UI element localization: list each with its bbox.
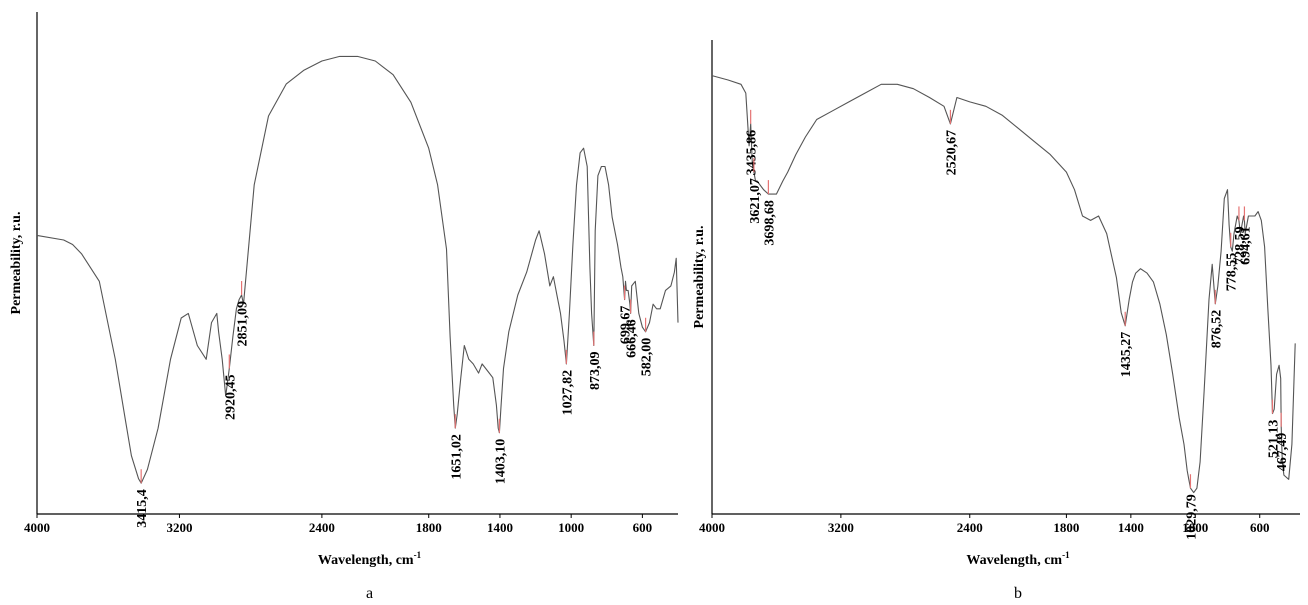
x-tick-label: 600 <box>1250 520 1270 535</box>
x-tick-label: 2400 <box>309 520 335 535</box>
y-axis-title: Permeability, r.u. <box>9 212 24 315</box>
spectrum-line <box>711 75 1296 494</box>
x-tick-label: 1800 <box>416 520 442 535</box>
peak-label: 876,52 <box>1209 310 1224 349</box>
x-tick-label: 1000 <box>558 520 584 535</box>
peak-label: 3621,07 <box>748 178 763 224</box>
peak-label: 2851,09 <box>236 301 251 347</box>
panel-b-spectrum: 4000 3200 2400 1800 1400 1000 600 3435,86 3621,0… <box>692 40 1300 602</box>
x-tick-label: 3200 <box>166 520 192 535</box>
peak-label: 694,61 <box>1238 226 1253 265</box>
x-tick-label: 1000 <box>1182 520 1208 535</box>
x-tick-label: 1800 <box>1053 520 1079 535</box>
peak-label: 1651,02 <box>449 434 464 480</box>
peak-label: 1435,27 <box>1119 332 1134 378</box>
peak-label: 1029,79 <box>1185 494 1200 540</box>
peak-label: 1027,82 <box>560 370 575 416</box>
x-tick-label: 2400 <box>957 520 983 535</box>
peak-label: 3435,86 <box>745 130 760 176</box>
peak-label: 2520,67 <box>944 130 959 176</box>
peak-label: 699,67 <box>619 306 634 345</box>
peak-label: 3415,4 <box>135 489 150 528</box>
y-axis-title: Permeability, r.u. <box>692 226 707 329</box>
x-tick-label: 600 <box>633 520 653 535</box>
x-tick-label: 4000 <box>24 520 50 535</box>
panel-label: a <box>366 585 373 602</box>
x-tick-label: 1400 <box>487 520 513 535</box>
x-tick-label: 3200 <box>828 520 854 535</box>
spectrum-line <box>36 55 679 484</box>
peak-label: 873,09 <box>588 352 603 391</box>
x-axis-title: Wavelength, cm-1 <box>966 550 1070 568</box>
peak-label: 3698,68 <box>762 200 777 246</box>
peak-label: 728,59 <box>1233 226 1248 265</box>
peak-label: 582,00 <box>640 338 655 377</box>
peak-label: 2920,45 <box>223 375 238 421</box>
panel-label: b <box>1014 585 1022 602</box>
x-axis-title: Wavelength, cm-1 <box>318 550 422 568</box>
panel-a-spectrum: 4000 3200 2400 1800 1400 1000 600 3415,4 2920,45… <box>9 12 679 602</box>
x-tick-label: 4000 <box>699 520 725 535</box>
peak-label: 1403,10 <box>493 439 508 485</box>
x-tick-label: 1400 <box>1118 520 1144 535</box>
peak-label: 521,13 <box>1267 420 1282 459</box>
peak-label: 666,46 <box>625 319 640 358</box>
peak-label: 778,55 <box>1225 253 1240 291</box>
peak-label: 467,49 <box>1275 433 1290 472</box>
